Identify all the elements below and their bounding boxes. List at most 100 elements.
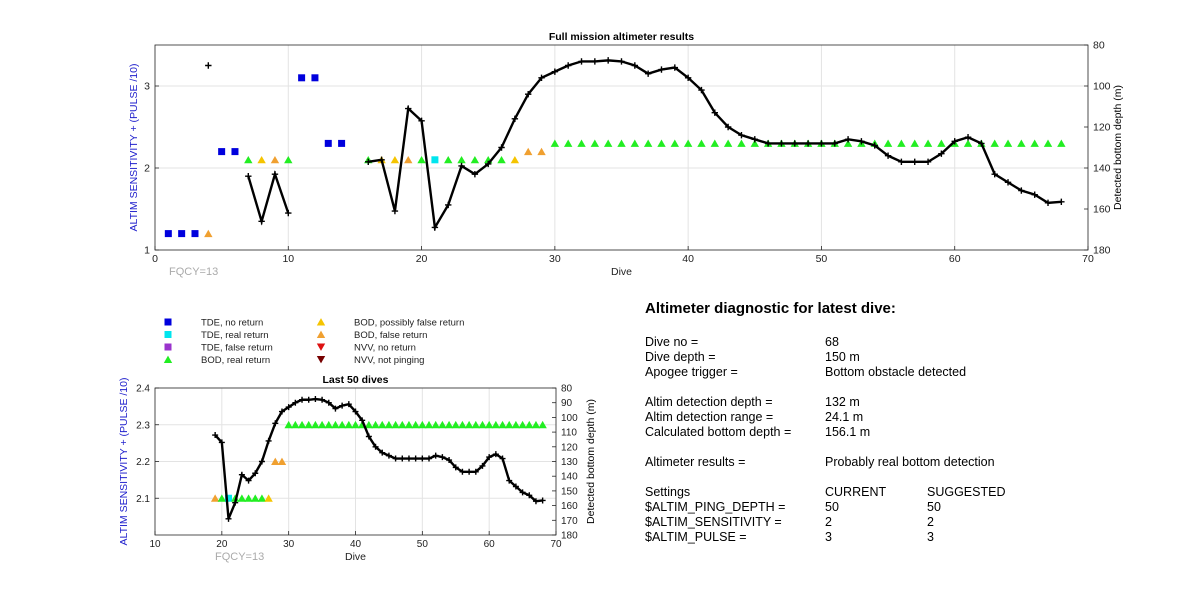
legend-label: BOD, false return xyxy=(354,330,427,341)
settings-suggested-header: SUGGESTED xyxy=(927,485,1006,499)
depth-point xyxy=(332,405,339,412)
depth-point xyxy=(339,402,346,409)
marker-bod_real_return xyxy=(511,420,521,429)
diagnostic-label: Altimeter results = xyxy=(645,455,746,469)
marker-bod_real_return xyxy=(550,139,560,147)
y-tick-label: 3 xyxy=(144,81,150,93)
diagnostic-value: 156.1 m xyxy=(825,425,871,439)
depth-point xyxy=(844,136,852,143)
marker-bod_real_return xyxy=(723,139,733,147)
marker-bod_real_return xyxy=(590,139,600,147)
legend-marker xyxy=(316,330,326,338)
marker-bod_false_return xyxy=(271,457,280,465)
diagnostic-label: Altim detection range = xyxy=(645,410,774,424)
depth-point xyxy=(466,468,473,475)
depth-line xyxy=(247,170,290,226)
legend-label: TDE, false return xyxy=(201,343,273,354)
marker-bod_real_return xyxy=(497,155,506,164)
marker-tde_no_return xyxy=(231,148,239,156)
marker-tde_no_return xyxy=(311,74,319,82)
depth-point xyxy=(538,74,545,81)
marker-bod_real_return xyxy=(1017,139,1026,147)
depth-point xyxy=(658,66,665,73)
diagnostic-label: Apogee trigger = xyxy=(645,365,738,379)
marker-bod_real_return xyxy=(710,139,719,147)
y2-tick-label: 160 xyxy=(1093,204,1111,216)
diagnostic-label: Dive no = xyxy=(645,335,699,349)
depth-point xyxy=(1018,187,1025,194)
depth-point xyxy=(911,158,918,166)
marker-bod_real_return xyxy=(491,420,501,429)
marker-tde_no_return xyxy=(298,74,306,82)
depth-point xyxy=(405,105,412,112)
marker-bod_real_return xyxy=(518,420,527,429)
depth-point xyxy=(711,109,718,116)
depth-point xyxy=(591,58,599,65)
marker-bod_false_return xyxy=(277,457,287,465)
diagnostic-value: 150 m xyxy=(825,350,860,364)
depth-point xyxy=(225,515,232,522)
diagnostic-label: Altim detection depth = xyxy=(645,395,773,409)
y2-tick-label: 140 xyxy=(1093,163,1111,175)
depth-point xyxy=(405,455,412,462)
depth-point xyxy=(539,497,546,504)
depth-point xyxy=(305,396,312,403)
spacer xyxy=(645,470,1165,485)
depth-point xyxy=(804,140,812,147)
x-tick-label: 30 xyxy=(549,253,561,265)
marker-bod_real_return xyxy=(1057,139,1066,147)
setting-current: 2 xyxy=(825,515,832,529)
marker-bod_real_return xyxy=(337,420,347,429)
marker-bod_real_return xyxy=(897,139,906,147)
depth-point xyxy=(319,396,326,403)
marker-bod_real_return xyxy=(657,139,666,147)
y2-tick-label: 180 xyxy=(561,531,578,542)
depth-point xyxy=(432,452,439,459)
marker-bod_false_return xyxy=(270,155,280,164)
marker-bod_real_return xyxy=(617,139,626,147)
depth-point xyxy=(245,173,252,180)
y2-tick-label: 140 xyxy=(561,472,578,483)
marker-bod_possibly_false xyxy=(390,155,400,164)
legend-label: TDE, real return xyxy=(201,330,269,341)
depth-point xyxy=(431,224,439,231)
x-tick-label: 10 xyxy=(149,539,161,550)
marker-bod_real_return xyxy=(431,420,440,429)
legend-label: BOD, real return xyxy=(201,355,270,366)
depth-point xyxy=(898,158,905,166)
setting-current: 50 xyxy=(825,500,839,514)
marker-bod_real_return xyxy=(244,494,253,502)
y2-tick-label: 80 xyxy=(561,384,573,395)
depth-point xyxy=(526,492,533,499)
y2-tick-label: 180 xyxy=(1093,245,1111,257)
diagnostic-row-detection-range: Altim detection range = 24.1 m xyxy=(645,410,1165,425)
depth-point xyxy=(359,417,366,424)
depth-point xyxy=(439,454,446,461)
marker-bod_real_return xyxy=(505,420,514,429)
setting-current: 3 xyxy=(825,530,832,544)
y2-axis-label: Detected bottom depth (m) xyxy=(585,399,597,524)
y2-tick-label: 130 xyxy=(561,457,578,468)
marker-bod_real_return xyxy=(464,420,474,429)
legend-marker xyxy=(164,343,172,351)
depth-point xyxy=(506,477,513,484)
marker-bod_real_return xyxy=(750,139,759,147)
marker-tde_no_return xyxy=(191,230,199,238)
y2-tick-label: 100 xyxy=(1093,81,1111,93)
setting-suggested: 2 xyxy=(927,515,934,529)
depth-point xyxy=(419,455,426,462)
depth-point xyxy=(245,477,252,484)
marker-bod_real_return xyxy=(630,139,640,147)
x-axis-label: Dive xyxy=(345,551,366,563)
depth-point xyxy=(751,136,758,143)
depth-point xyxy=(391,207,399,215)
diagnostic-row-apogee-trigger: Apogee trigger = Bottom obstacle detecte… xyxy=(645,365,1165,380)
marker-bod_real_return xyxy=(217,494,227,502)
marker-bod_real_return xyxy=(364,420,374,429)
marker-bod_real_return xyxy=(670,139,680,147)
marker-bod_real_return xyxy=(444,155,453,164)
last-50-dives-chart-group: 10 20 30 40 50 60 70 2.1 2.2 2.3 2.4 80 90 100 110 120 1… xyxy=(118,374,597,563)
depth-point xyxy=(352,408,359,415)
marker-bod_false_return xyxy=(537,147,546,156)
marker-bod_real_return xyxy=(883,139,893,147)
